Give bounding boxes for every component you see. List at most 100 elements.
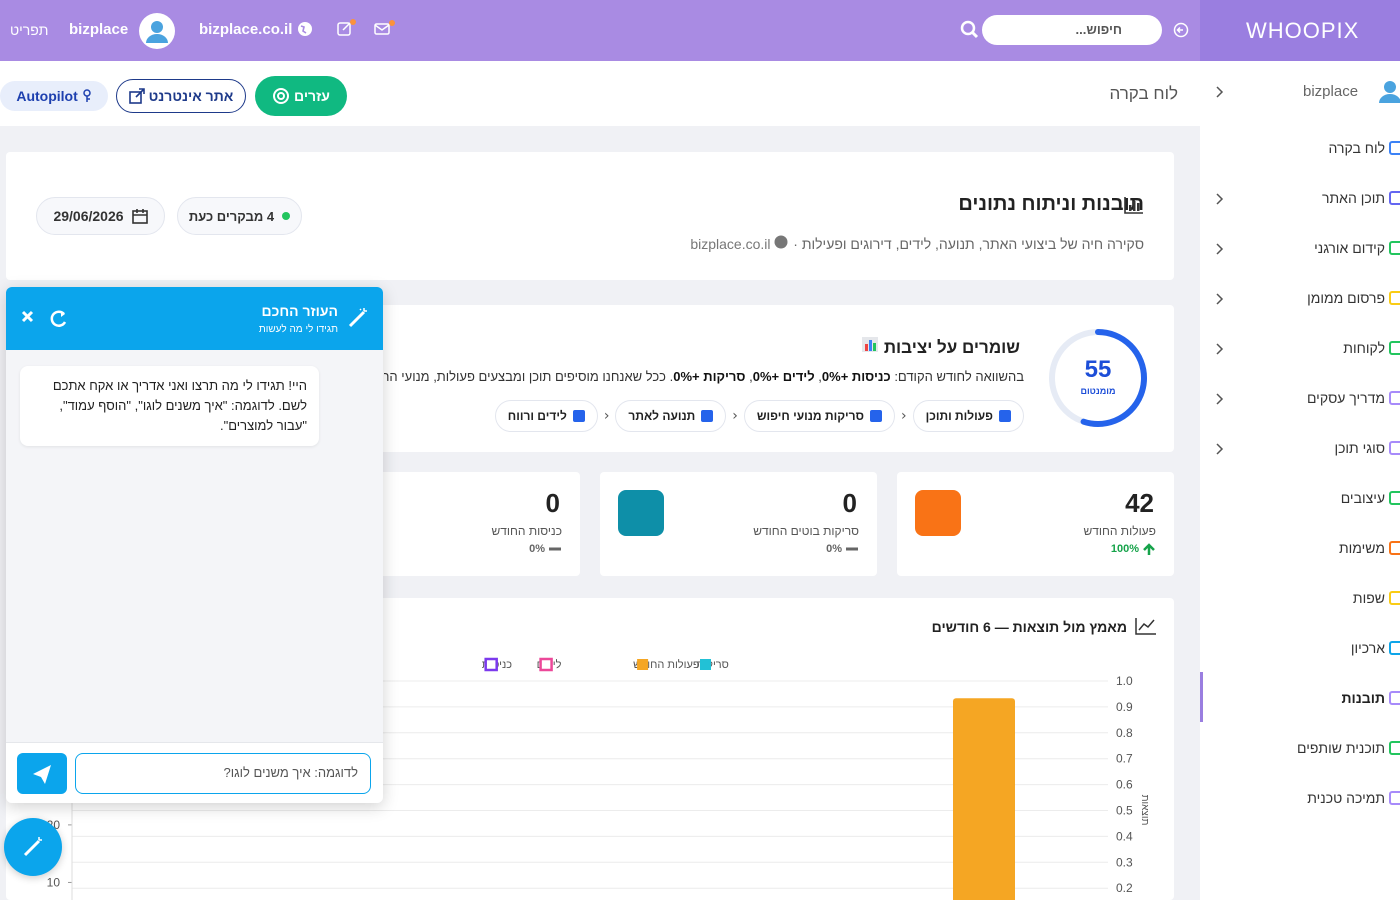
assistant-input[interactable]: לדוגמה: איך משנים לוגו? (75, 753, 371, 794)
chevron-path (1216, 293, 1224, 305)
button-label: Autopilot (16, 88, 78, 104)
stat-value: 0 (545, 488, 560, 518)
tools-button[interactable]: עזרים (255, 76, 347, 116)
menu-toggle[interactable]: תפריט (10, 22, 49, 38)
ring-value (1049, 329, 1147, 427)
sidebar-item[interactable]: תמיכה טכנית (1307, 790, 1385, 806)
chevron[interactable] (1213, 192, 1225, 206)
stat-card: 0 סריקות בוטים החודש 0% (600, 472, 877, 576)
text-part: סריקות +0% (673, 369, 746, 384)
globe-icon (774, 235, 788, 249)
sidebar-icon (1389, 391, 1400, 405)
chip[interactable]: תנועה לאתר (615, 400, 727, 432)
legend-swatch (539, 657, 553, 672)
website-button[interactable]: אתר אינטרנט (116, 79, 246, 113)
momentum-label: מומנטום (1080, 386, 1116, 396)
chip-icon (572, 410, 585, 422)
chip-separator: ‹ (603, 408, 610, 424)
sidebar-icon (1389, 791, 1400, 805)
chip-label: פעולות ותוכן (925, 409, 993, 423)
back-icon[interactable] (1173, 22, 1189, 38)
legend-swatch (637, 659, 649, 670)
site-link[interactable]: bizplace.co.il (199, 21, 293, 38)
sidebar-icon (1389, 241, 1400, 255)
chevron[interactable] (1213, 292, 1225, 306)
avatar[interactable] (138, 12, 176, 50)
sidebar-item[interactable]: ארכיון (1350, 640, 1385, 656)
chevron[interactable] (1213, 242, 1225, 256)
chevron[interactable] (1213, 442, 1225, 456)
edit-icon[interactable] (336, 18, 358, 40)
sidebar-item[interactable]: תובנות (1341, 690, 1385, 706)
chevron-path (1216, 243, 1224, 255)
bar (953, 698, 1015, 900)
bars-icon (862, 337, 879, 352)
sidebar-item[interactable]: משימות (1339, 540, 1385, 556)
chip[interactable]: לידים ורווח (494, 400, 598, 432)
sidebar-item[interactable]: מדריך עסקים (1306, 390, 1385, 406)
sidebar-item[interactable]: לקוחות (1343, 340, 1385, 356)
momentum-score: 55 (1084, 356, 1112, 383)
user-name[interactable]: bizplace (69, 21, 129, 38)
chip-separator: ‹ (732, 408, 738, 424)
separator: · (789, 236, 802, 252)
autopilot-button[interactable]: Autopilot (0, 81, 108, 111)
assistant-panel: העוזר החכם תגידו לי מה לעשות היי! תגידו … (6, 287, 383, 803)
account-name[interactable]: bizplace (1303, 83, 1359, 100)
chip-icon (999, 410, 1011, 422)
sidebar-item[interactable]: עיצובים (1340, 490, 1385, 506)
trend-icon (846, 547, 858, 551)
chevron-path (1216, 393, 1224, 405)
date-picker[interactable]: 29/06/2026 (36, 197, 165, 235)
chip[interactable]: פעולות ותוכן (912, 400, 1024, 432)
momentum-title: שומרים על יציבות (861, 335, 1020, 358)
sidebar-icon (1389, 491, 1400, 505)
chevron[interactable] (1213, 85, 1225, 99)
sidebar-item[interactable]: סוגי תוכן (1334, 440, 1385, 456)
sidebar-item[interactable]: לוח בקרה (1328, 140, 1385, 156)
stat-value: 0 (842, 488, 857, 518)
assistant-controls[interactable] (20, 309, 70, 329)
chip-label: לידים ורווח (507, 409, 567, 423)
trend-icon (549, 547, 561, 551)
send-button[interactable] (17, 753, 67, 794)
stat-label: כניסות החודש (491, 524, 563, 538)
sidebar-item[interactable]: פרסום ממומן (1307, 290, 1385, 306)
y2-tick-label: 0.4 (1116, 829, 1133, 843)
mail-icon[interactable] (374, 18, 396, 40)
chip-icon (869, 410, 882, 422)
stat-card: 42 פעולות החודש 100% (897, 472, 1174, 576)
stat-delta: 0% (826, 543, 859, 555)
momentum-ring (1049, 329, 1147, 427)
y2-tick-label: 0.6 (1116, 778, 1133, 792)
live-dot (282, 212, 291, 220)
assistant-toggle[interactable] (4, 818, 62, 876)
sidebar-icon (1389, 341, 1400, 355)
sidebar-icon (1389, 441, 1400, 455)
button-label: אתר אינטרנט (148, 88, 234, 104)
chart-icon (1124, 197, 1143, 214)
sidebar-item[interactable]: שפות (1352, 590, 1385, 606)
y2-tick-label: 0.7 (1116, 752, 1133, 766)
chevron[interactable] (1213, 342, 1225, 356)
text-part: , (745, 369, 753, 384)
chevron-path (1216, 193, 1224, 205)
chevron[interactable] (1213, 392, 1225, 406)
trend-icon (1135, 618, 1156, 635)
button-label: עזרים (294, 88, 330, 104)
sidebar-item[interactable]: קידום אורגני (1314, 240, 1385, 256)
chip-separator: ‹ (900, 408, 907, 424)
insights-subtitle: סקירה חיה של ביצועי האתר, תנועה, לידים, … (690, 235, 1144, 252)
sidebar-item[interactable]: תוכן האתר (1322, 190, 1385, 206)
search[interactable]: חיפוש... (982, 15, 1162, 45)
text-part: לידים +0% (752, 369, 815, 384)
date-text: 29/06/2026 (53, 208, 124, 224)
stat-label: פעולות החודש (1083, 524, 1156, 538)
wand-icon (23, 837, 42, 857)
insights-title: תובנות וניתוח נתונים (958, 193, 1144, 215)
sidebar-item[interactable]: תוכנית שותפים (1297, 740, 1385, 756)
delta-text: 100% (1110, 543, 1139, 555)
search-icon[interactable] (960, 20, 980, 40)
chip[interactable]: סריקות מנועי חיפוש (743, 400, 895, 432)
